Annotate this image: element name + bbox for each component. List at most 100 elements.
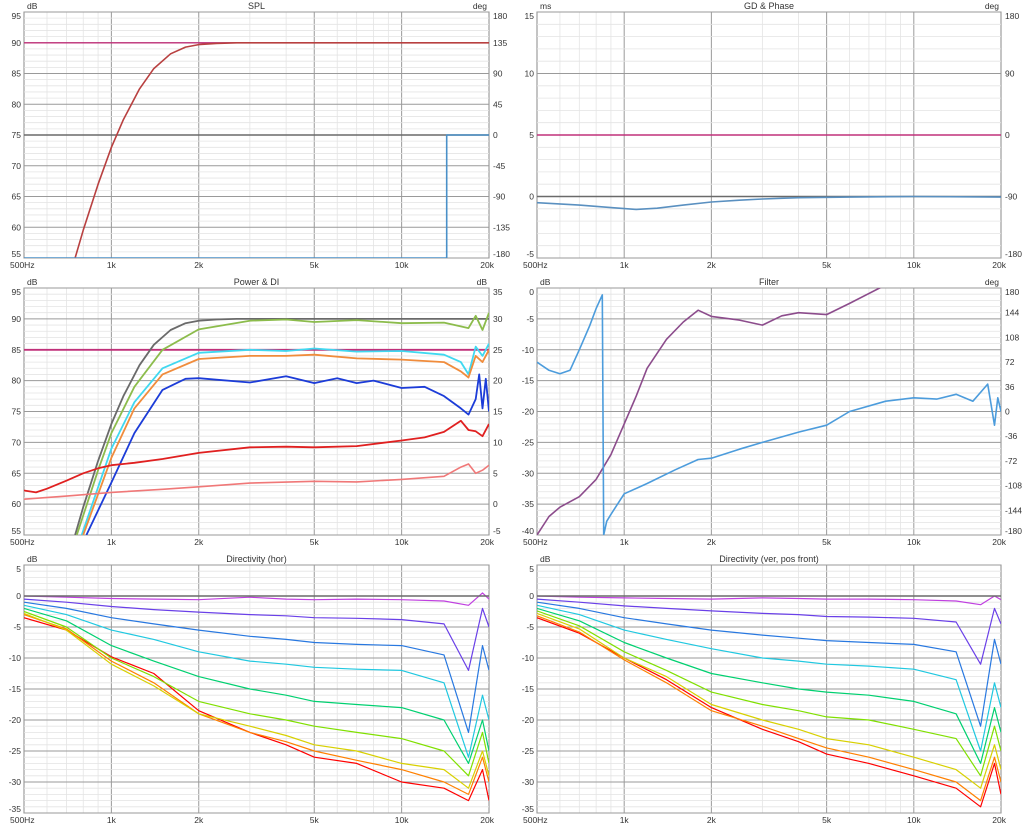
grid	[537, 564, 1001, 814]
y-tick-label: 10	[525, 69, 535, 79]
panel-dir_hor: Directivity (hor) dB 5 0 -5 -10 -15 -20 -25 -30 -3…	[9, 554, 495, 825]
y-tick-label: -35	[522, 499, 535, 509]
y-unit-label: dB	[540, 554, 551, 564]
series-line	[537, 610, 1001, 777]
y2-tick-label: 20	[493, 376, 503, 386]
y2-tick-label: 180	[1005, 11, 1019, 21]
y2-tick-label: 90	[1005, 69, 1015, 79]
y-tick-label: -15	[522, 376, 535, 386]
x-tick-label: 10k	[907, 537, 921, 547]
panel-gd: GD & Phase ms deg 15 10 5 0 -5 180 90 0 -90 -180 500H…	[523, 1, 1022, 270]
grid	[24, 287, 489, 536]
y-tick-label: 0	[529, 192, 534, 202]
x-tick-label: 1k	[620, 815, 630, 825]
y2-tick-label: 15	[493, 407, 503, 417]
x-tick-label: 1k	[107, 537, 117, 547]
y-tick-label: 70	[12, 437, 22, 447]
y-tick-label: -10	[9, 653, 22, 663]
y-tick-label: 15	[525, 11, 535, 21]
y-tick-label: 65	[12, 468, 22, 478]
y-tick-label: -20	[522, 407, 535, 417]
y2-unit-label: deg	[473, 1, 487, 11]
y-tick-label: -5	[13, 622, 21, 632]
series-line	[75, 312, 489, 535]
series-line	[537, 294, 1001, 535]
series-group	[24, 41, 489, 258]
series-line	[537, 612, 1001, 789]
y-tick-label: 95	[12, 287, 22, 297]
x-tick-label: 5k	[310, 537, 320, 547]
x-tick-label: 2k	[194, 537, 204, 547]
x-tick-label: 10k	[907, 815, 921, 825]
x-tick-label: 500Hz	[523, 815, 548, 825]
series-line	[24, 617, 489, 802]
y-tick-label: 0	[529, 591, 534, 601]
series-line	[24, 610, 489, 777]
y-tick-label: -15	[522, 684, 535, 694]
series-line	[24, 612, 489, 789]
y2-tick-label: -72	[1005, 456, 1018, 466]
grid	[537, 287, 1001, 536]
series-line	[24, 419, 489, 494]
y-tick-label: 60	[12, 499, 22, 509]
x-tick-label: 10k	[907, 260, 921, 270]
y2-tick-label: 144	[1005, 308, 1019, 318]
x-tick-label: 2k	[707, 537, 717, 547]
x-tick-label: 10k	[395, 815, 409, 825]
x-tick-label: 2k	[707, 815, 717, 825]
x-tick-label: 500Hz	[10, 815, 35, 825]
x-tick-label: 5k	[822, 815, 832, 825]
panel-title: GD & Phase	[744, 1, 794, 11]
y-unit-label: dB	[540, 277, 551, 287]
y-tick-label: 60	[12, 222, 22, 232]
x-tick-label: 2k	[194, 815, 204, 825]
y2-tick-label: 135	[493, 38, 507, 48]
y-tick-label: -25	[522, 746, 535, 756]
panel-spl: SPL dB deg 95 90 85 80 75 70 65 60 55 180 135 90 45 0 -45…	[10, 1, 510, 270]
y2-tick-label: 72	[1005, 357, 1015, 367]
series-group	[537, 595, 1001, 808]
x-tick-label: 1k	[620, 537, 630, 547]
x-tick-label: 20k	[480, 815, 494, 825]
series-group	[537, 288, 1001, 535]
y-tick-label: -30	[522, 777, 535, 787]
series-line	[537, 615, 1001, 802]
x-tick-label: 500Hz	[523, 537, 548, 547]
y-unit-label: dB	[27, 277, 38, 287]
series-line	[82, 349, 489, 535]
y2-tick-label: 30	[493, 314, 503, 324]
series-line	[24, 598, 489, 672]
y-tick-label: -10	[522, 345, 535, 355]
x-tick-label: 5k	[310, 815, 320, 825]
y-tick-label: -35	[9, 804, 22, 814]
x-tick-label: 10k	[395, 537, 409, 547]
x-tick-label: 500Hz	[10, 537, 35, 547]
y2-tick-label: 180	[493, 11, 507, 21]
y2-unit-label: deg	[985, 277, 999, 287]
y2-unit-label: deg	[985, 1, 999, 11]
y2-tick-label: 0	[1005, 407, 1010, 417]
y-unit-label: dB	[27, 554, 38, 564]
y2-tick-label: 0	[1005, 130, 1010, 140]
y-tick-label: 5	[16, 564, 21, 574]
y-tick-label: 90	[12, 314, 22, 324]
y2-tick-label: -36	[1005, 431, 1018, 441]
series-line	[537, 598, 1001, 665]
y-tick-label: 85	[12, 345, 22, 355]
y-tick-label: 5	[529, 564, 534, 574]
y-tick-label: -5	[526, 314, 534, 324]
y-tick-label: -15	[9, 684, 22, 694]
y-tick-label: 90	[12, 38, 22, 48]
series-group	[24, 312, 489, 535]
y2-tick-label: 0	[493, 130, 498, 140]
series-line	[537, 195, 1001, 211]
grid	[24, 564, 489, 814]
y2-tick-label: -180	[1005, 526, 1022, 536]
panel-power: Power & DI dB dB 95 90 85 80 75 70 65 60 55 35 30 25 20…	[10, 277, 503, 547]
series-line	[537, 601, 1001, 727]
y-tick-label: 75	[12, 130, 22, 140]
y-tick-label: 80	[12, 376, 22, 386]
panel-title: Directivity (hor)	[226, 554, 287, 564]
y2-tick-label: 35	[493, 287, 503, 297]
